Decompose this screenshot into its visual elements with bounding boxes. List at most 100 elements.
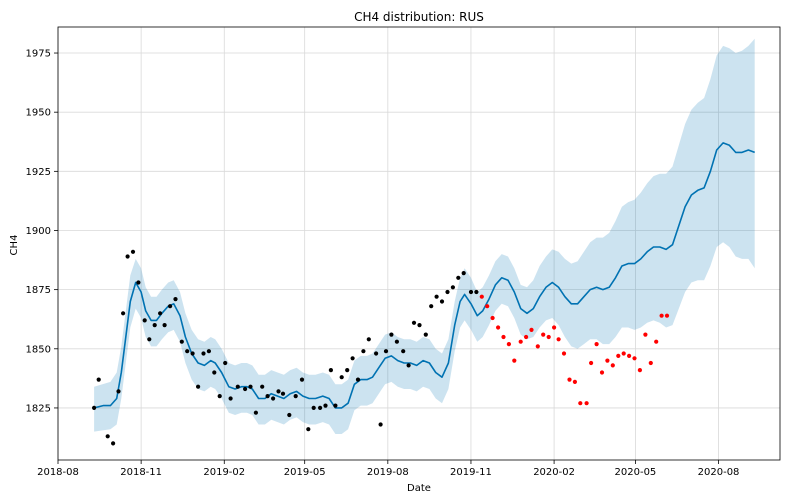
observed-point — [105, 434, 110, 439]
observed-point — [394, 339, 399, 344]
test-point — [552, 325, 557, 330]
observed-point — [434, 294, 439, 299]
observed-point — [333, 403, 338, 408]
x-tick-label: 2019-02 — [203, 467, 245, 478]
test-point — [524, 334, 529, 340]
observed-point — [253, 410, 258, 415]
observed-point — [271, 396, 276, 401]
observed-point — [121, 311, 126, 316]
observed-point — [111, 441, 116, 446]
test-point — [599, 370, 605, 375]
observed-point — [311, 405, 316, 410]
observed-point — [179, 339, 184, 344]
test-point — [610, 363, 615, 368]
test-point — [578, 401, 583, 406]
test-point — [556, 337, 561, 342]
test-point — [496, 325, 501, 330]
observed-point — [173, 297, 178, 302]
test-point — [632, 356, 637, 361]
y-tick-label: 1900 — [26, 226, 51, 237]
observed-point — [468, 289, 474, 295]
x-tick-label: 2018-11 — [120, 467, 162, 478]
observed-point — [185, 349, 190, 354]
test-point — [664, 313, 670, 318]
observed-point — [280, 391, 286, 396]
test-point — [535, 344, 540, 349]
observed-point — [152, 323, 157, 328]
observed-point — [265, 394, 270, 399]
observed-point — [350, 356, 355, 361]
observed-point — [306, 427, 311, 432]
test-point — [584, 401, 589, 406]
observed-point — [323, 403, 328, 408]
y-tick-label: 1850 — [26, 344, 51, 355]
observed-point — [142, 318, 147, 323]
observed-point — [125, 254, 130, 259]
observed-point — [287, 412, 292, 418]
uncertainty-interval-band — [94, 38, 755, 435]
observed-point — [345, 368, 350, 373]
test-point — [485, 304, 490, 309]
y-tick-label: 1875 — [26, 285, 51, 296]
x-tick-label: 2019-08 — [367, 467, 409, 478]
test-point — [541, 332, 546, 337]
x-tick-label: 2020-08 — [698, 467, 740, 478]
observed-point — [411, 320, 417, 325]
observed-point — [450, 285, 455, 290]
test-point — [490, 315, 495, 321]
test-point — [572, 379, 578, 384]
test-point — [637, 368, 643, 373]
observed-point — [92, 405, 97, 410]
x-axis-title: Date — [407, 483, 431, 494]
y-tick-label: 1825 — [26, 403, 51, 414]
y-tick-label: 1975 — [26, 49, 51, 60]
forecast-line-layer — [93, 142, 755, 409]
observed-point — [401, 349, 406, 354]
data-points-layer — [92, 249, 670, 446]
observed-point — [406, 363, 411, 368]
observed-point — [461, 271, 466, 276]
observed-point — [456, 275, 461, 280]
forecast-line — [93, 142, 755, 409]
uncertainty-interval-layer — [94, 38, 755, 435]
observed-point — [116, 389, 121, 394]
test-point — [616, 353, 621, 358]
x-tick-label: 2019-05 — [284, 467, 326, 478]
axis-ticks: 2018-08 2018-11 2019-02 2019-05 2019-08 2019-… — [26, 49, 740, 478]
observed-point — [328, 368, 333, 373]
observed-point — [361, 349, 366, 354]
test-point — [529, 327, 534, 332]
chart-title: CH4 distribution: RUS — [354, 10, 484, 24]
observed-point — [228, 396, 233, 401]
test-point — [594, 342, 599, 347]
test-point — [567, 377, 572, 382]
test-point — [648, 360, 653, 366]
observed-point — [201, 351, 206, 356]
test-point — [501, 334, 506, 340]
y-tick-label: 1950 — [26, 108, 51, 119]
test-point — [659, 313, 664, 318]
observed-point — [260, 384, 265, 389]
observed-point — [366, 337, 371, 342]
observed-point — [389, 332, 394, 337]
observed-point — [417, 323, 422, 328]
observed-point — [423, 332, 428, 337]
x-tick-label: 2020-05 — [615, 467, 657, 478]
test-point — [546, 334, 551, 340]
observed-point — [136, 280, 141, 285]
observed-point — [355, 377, 361, 382]
x-tick-label: 2020-02 — [533, 467, 575, 478]
observed-point — [299, 377, 305, 382]
observed-point — [429, 304, 434, 309]
observed-point — [276, 389, 281, 394]
x-tick-label: 2018-08 — [37, 467, 79, 478]
observed-point — [190, 351, 195, 356]
observed-point — [293, 394, 298, 399]
observed-point — [147, 337, 152, 342]
test-point — [605, 358, 610, 363]
grid — [57, 27, 780, 460]
observed-point — [445, 289, 450, 295]
test-point — [643, 332, 648, 337]
observed-point — [162, 323, 167, 328]
observed-point — [158, 311, 163, 316]
